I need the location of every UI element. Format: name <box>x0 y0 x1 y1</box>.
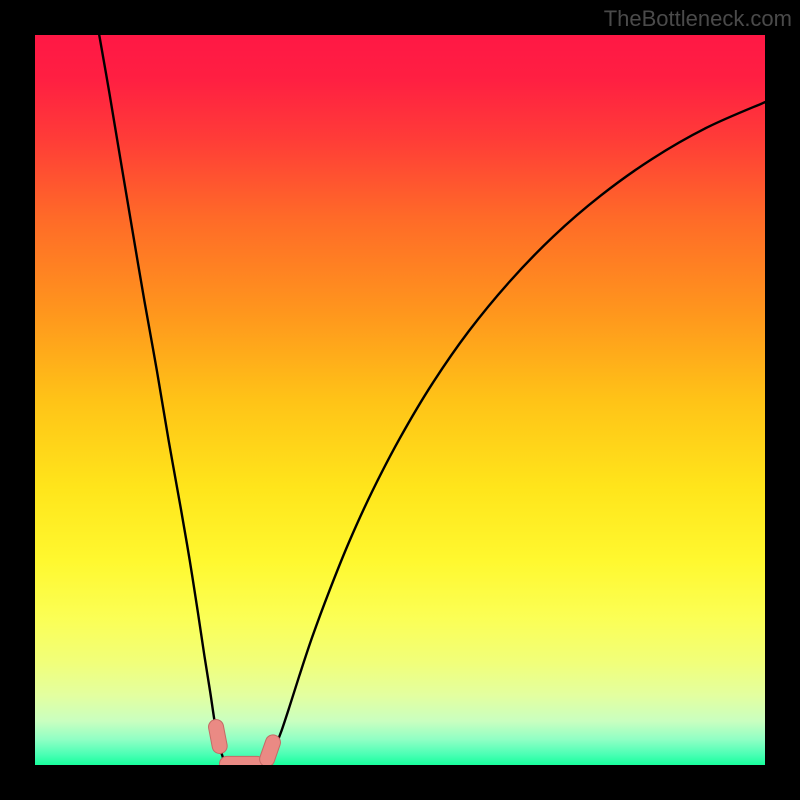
plot-area <box>35 35 765 765</box>
chart-container: TheBottleneck.com <box>0 0 800 800</box>
watermark-text: TheBottleneck.com <box>604 6 792 32</box>
curve-svg <box>35 35 765 765</box>
bottleneck-curve <box>99 35 765 765</box>
marker-capsule-0 <box>216 727 220 746</box>
marker-capsule-2 <box>267 742 273 759</box>
